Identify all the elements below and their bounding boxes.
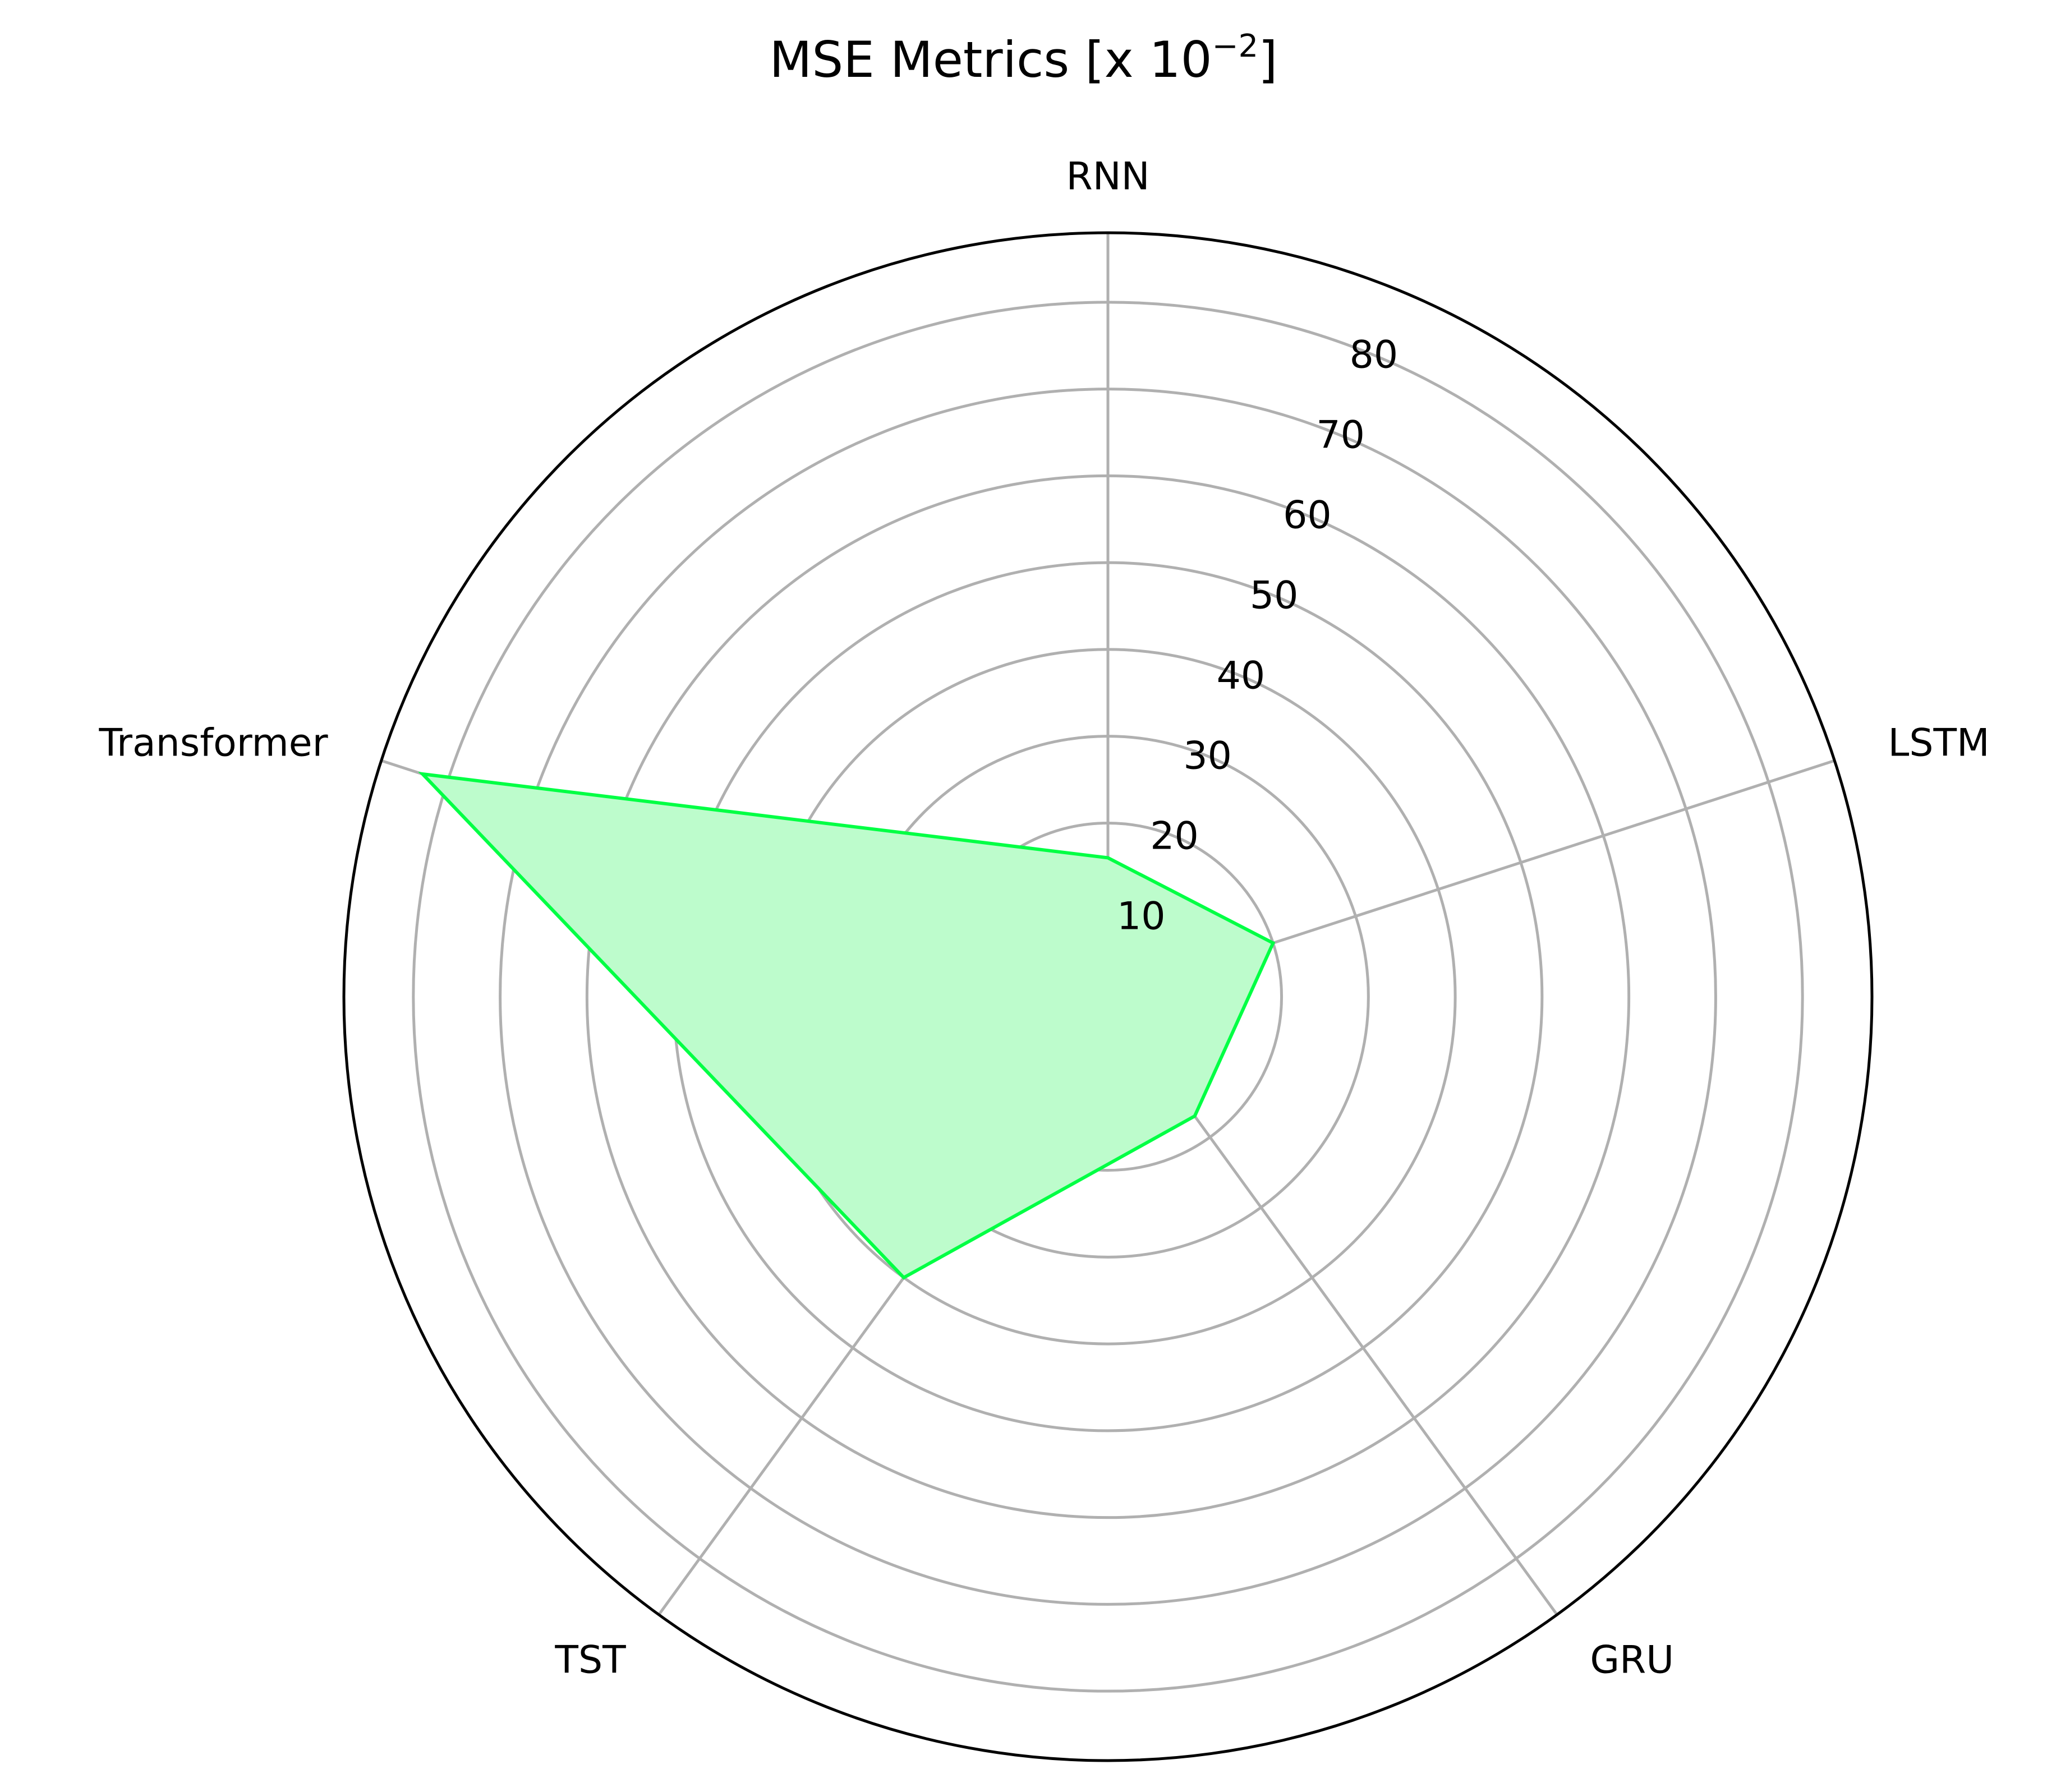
radial-tick-label: 50 bbox=[1250, 574, 1299, 618]
chart-title-close: ] bbox=[1258, 31, 1278, 89]
category-label-lstm: LSTM bbox=[1888, 721, 1989, 766]
category-label-gru: GRU bbox=[1590, 1638, 1674, 1682]
radial-tick-label: 20 bbox=[1150, 814, 1199, 859]
category-label-tst: TST bbox=[554, 1638, 626, 1682]
polar-frame bbox=[342, 231, 1874, 1762]
series-area bbox=[422, 774, 1273, 1278]
series-line bbox=[418, 772, 1276, 1280]
radial-tick-label: 60 bbox=[1283, 494, 1332, 538]
radial-tick-label: 40 bbox=[1217, 654, 1266, 698]
category-layer: RNN LSTM GRU TST Transformer bbox=[99, 155, 1990, 1683]
radial-tick-label: 70 bbox=[1316, 413, 1365, 458]
category-label-rnn: RNN bbox=[1066, 155, 1150, 199]
chart-title-main: MSE Metrics [x 10 bbox=[769, 31, 1212, 89]
chart-title-exponent: −2 bbox=[1212, 28, 1259, 65]
category-label-transformer: Transformer bbox=[99, 721, 328, 766]
chart-title: MSE Metrics [x 10−2] bbox=[0, 28, 2047, 89]
outline-layer bbox=[342, 231, 1874, 1762]
radial-tick-label: 10 bbox=[1117, 895, 1166, 939]
series-layer bbox=[418, 772, 1276, 1280]
radial-tick-label: 30 bbox=[1183, 734, 1232, 778]
radial-tick-label: 80 bbox=[1350, 333, 1399, 377]
tick-layer: 10 20 30 40 50 60 70 80 bbox=[1117, 333, 1398, 939]
